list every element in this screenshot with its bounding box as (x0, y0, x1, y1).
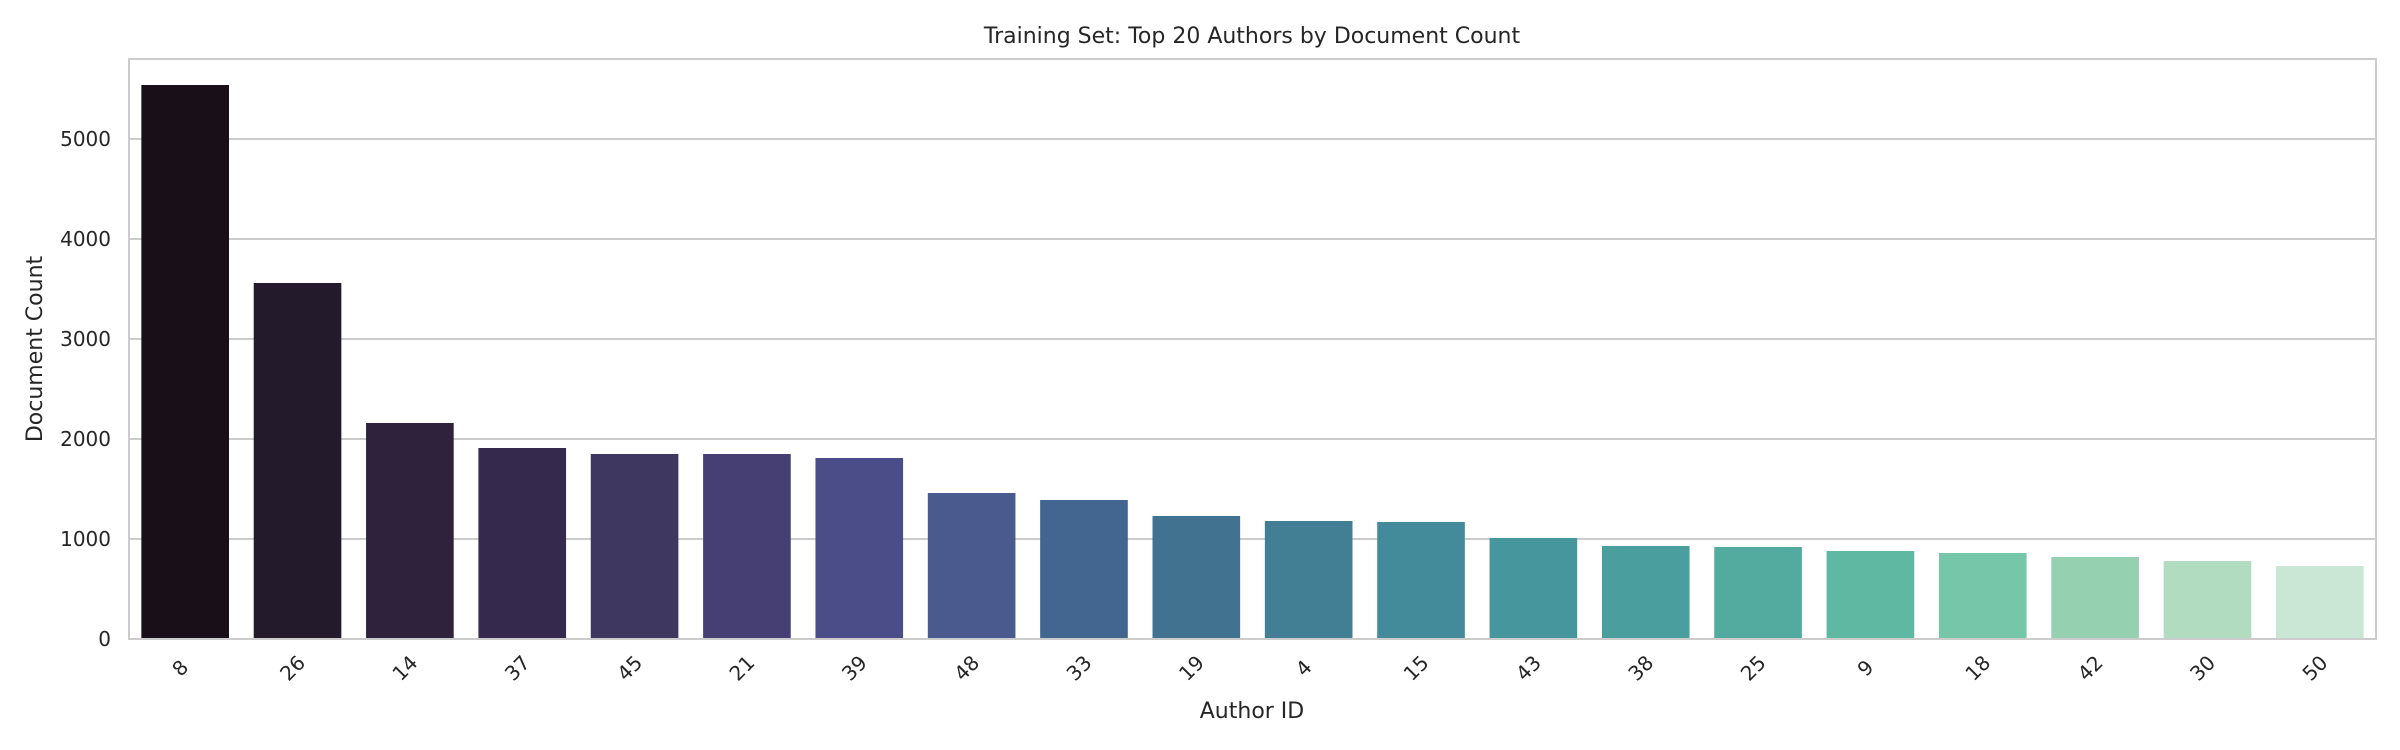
y-tick-label: 5000 (60, 127, 111, 151)
bar-author-39 (815, 458, 904, 639)
bar-author-42 (2051, 557, 2139, 639)
x-axis-ticks: 8 26 14 37 45 21 39 48 33 19 4 15 43 38 25 9 18 42 30 50 (167, 651, 2332, 686)
bar-author-45 (590, 454, 679, 639)
x-tick-label: 25 (1736, 651, 1771, 686)
x-tick-label: 9 (1852, 655, 1878, 681)
x-tick-label: 14 (387, 651, 422, 686)
x-tick-label: 37 (500, 651, 535, 686)
bar-author-8 (141, 85, 229, 639)
y-tick-label: 0 (98, 627, 111, 651)
y-axis-label: Document Count (23, 255, 48, 442)
x-tick-label: 8 (167, 655, 193, 681)
chart-title: Training Set: Top 20 Authors by Document… (983, 24, 1521, 49)
bar-author-48 (927, 493, 1016, 639)
x-tick-label: 26 (275, 651, 310, 686)
bar-author-25 (1714, 547, 1802, 639)
x-tick-label: 18 (1960, 651, 1995, 686)
y-axis-ticks: 0 1000 2000 3000 4000 5000 (60, 127, 111, 651)
x-axis-label: Author ID (1200, 699, 1305, 724)
x-tick-label: 48 (949, 651, 984, 686)
plot-frame (128, 58, 2377, 640)
bar-author-9 (1826, 551, 1915, 639)
bar-author-50 (2276, 566, 2364, 639)
y-tick-label: 2000 (60, 427, 111, 451)
x-tick-label: 15 (1399, 651, 1434, 686)
x-tick-label: 42 (2073, 651, 2108, 686)
bar-author-4 (1264, 521, 1353, 639)
bars (141, 85, 2364, 639)
bar-author-21 (703, 454, 791, 639)
bar-author-19 (1152, 516, 1241, 639)
x-tick-label: 33 (1062, 651, 1097, 686)
x-tick-label: 43 (1511, 651, 1546, 686)
x-tick-label: 45 (612, 651, 647, 686)
bar-author-38 (1601, 546, 1690, 639)
x-tick-label: 50 (2297, 651, 2332, 686)
grid-lines (129, 138, 2376, 540)
bar-author-14 (366, 423, 454, 639)
bar-author-26 (253, 283, 342, 639)
x-tick-label: 4 (1291, 655, 1317, 681)
bar-author-15 (1377, 522, 1465, 639)
x-tick-label: 30 (2185, 651, 2220, 686)
y-tick-label: 4000 (60, 227, 111, 251)
bar-author-43 (1489, 538, 1578, 639)
bar-author-37 (478, 448, 567, 639)
bar-author-33 (1040, 500, 1128, 639)
bar-author-18 (1938, 553, 2027, 639)
y-tick-label: 3000 (60, 327, 111, 351)
x-tick-label: 38 (1623, 651, 1658, 686)
y-tick-label: 1000 (60, 527, 111, 551)
x-tick-label: 19 (1174, 651, 1209, 686)
x-tick-label: 21 (724, 651, 759, 686)
bar-author-30 (2163, 561, 2252, 639)
x-tick-label: 39 (837, 651, 872, 686)
